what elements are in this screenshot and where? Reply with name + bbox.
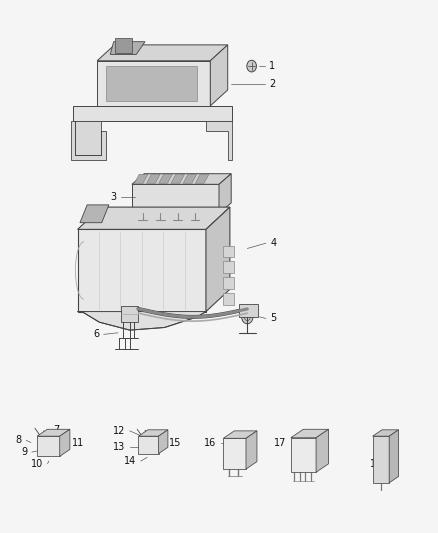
Polygon shape [195,174,209,183]
Text: 12: 12 [113,426,125,436]
Polygon shape [223,261,233,273]
Polygon shape [206,207,230,312]
Circle shape [242,310,253,324]
Polygon shape [97,45,228,61]
Text: 1: 1 [269,61,275,70]
Text: 9: 9 [21,447,28,457]
Text: 17: 17 [274,438,286,448]
Polygon shape [132,174,231,184]
Polygon shape [206,120,232,160]
Polygon shape [223,438,246,469]
Polygon shape [71,120,106,160]
FancyBboxPatch shape [73,106,232,120]
Polygon shape [389,430,399,483]
Polygon shape [132,184,219,214]
Text: 10: 10 [31,459,43,469]
Polygon shape [223,277,233,289]
Polygon shape [246,431,257,469]
Polygon shape [239,304,258,317]
Polygon shape [37,436,60,456]
FancyBboxPatch shape [115,38,132,53]
Polygon shape [78,229,206,312]
Polygon shape [373,430,399,436]
Polygon shape [121,306,138,322]
Polygon shape [97,61,210,106]
Text: 7: 7 [53,425,59,435]
Text: 2: 2 [269,79,276,89]
Polygon shape [159,430,168,454]
Polygon shape [138,430,168,436]
Polygon shape [138,436,159,454]
Polygon shape [183,174,197,183]
Polygon shape [223,431,257,438]
Text: 13: 13 [113,442,125,452]
Polygon shape [110,42,145,54]
Polygon shape [37,429,70,436]
Polygon shape [78,312,206,330]
Text: 8: 8 [16,435,22,446]
Text: 16: 16 [204,438,216,448]
Polygon shape [147,174,160,183]
Text: 3: 3 [111,191,117,201]
Text: 5: 5 [270,313,277,324]
Polygon shape [171,174,184,183]
Polygon shape [219,174,231,214]
Circle shape [247,60,256,72]
Polygon shape [373,436,389,483]
Text: 6: 6 [93,329,99,340]
Polygon shape [60,429,70,456]
Polygon shape [159,174,172,183]
Text: 11: 11 [72,438,84,448]
Polygon shape [134,174,148,183]
Polygon shape [78,207,230,229]
Text: 15: 15 [169,438,181,448]
Polygon shape [210,45,228,106]
Text: 4: 4 [270,238,276,248]
Text: 14: 14 [124,456,136,466]
Polygon shape [80,205,109,223]
Polygon shape [106,66,197,101]
Polygon shape [291,438,316,472]
Polygon shape [223,246,233,257]
Polygon shape [291,429,328,438]
Polygon shape [316,429,328,472]
Polygon shape [223,293,233,305]
Text: 18: 18 [371,459,383,469]
